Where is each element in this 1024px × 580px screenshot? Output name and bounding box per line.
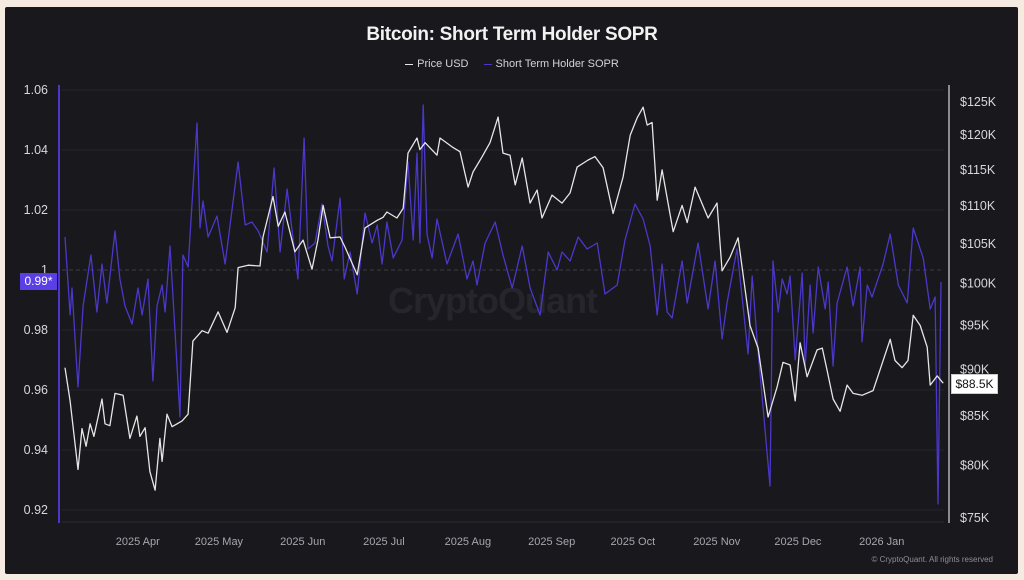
x-tick-label: 2025 Dec (774, 536, 822, 548)
y-right-tick-label: $90K (960, 363, 990, 377)
x-tick-label: 2025 Apr (116, 536, 160, 548)
x-tick-label: 2025 Sep (528, 536, 575, 548)
legend-item-price[interactable]: Price USD (405, 58, 468, 70)
x-tick-label: 2025 Jul (363, 536, 405, 548)
y-left-tick-label: 1.02 (24, 203, 48, 217)
y-right-tick-label: $105K (960, 237, 997, 251)
y-right-tick-label: $120K (960, 128, 997, 142)
x-tick-label: 2025 Jun (280, 536, 325, 548)
x-tick-label: 2025 Oct (611, 536, 656, 548)
x-tick-label: 2025 May (195, 536, 244, 548)
watermark: CryptoQuant (388, 280, 598, 321)
y-right-tick-label: $85K (960, 409, 990, 423)
y-left-tick-label: 0.92 (24, 503, 48, 517)
chart-panel (5, 7, 1018, 574)
sopr-current-value-badge: 0.99* (20, 273, 57, 290)
y-left-tick-label: 1.04 (24, 143, 48, 157)
legend-swatch-sopr (483, 63, 492, 65)
copyright-text: © CryptoQuant. All rights reserved (871, 555, 994, 564)
chart-legend: Price USD Short Term Holder SOPR (0, 56, 1024, 70)
y-right-tick-label: $80K (960, 458, 990, 472)
sopr-series-line[interactable] (64, 104, 942, 505)
y-right-tick-label: $110K (960, 199, 996, 213)
x-tick-label: 2026 Jan (859, 536, 904, 548)
y-left-tick-label: 1 (41, 263, 48, 277)
legend-swatch-price (405, 63, 414, 65)
y-left-tick-label: 0.94 (24, 443, 48, 457)
x-tick-label: 2025 Nov (693, 536, 741, 548)
y-right-tick-label: $125K (960, 95, 997, 109)
price-current-value-badge: $88.5K (951, 374, 998, 394)
legend-label-price: Price USD (417, 58, 469, 71)
y-right-tick-label: $100K (960, 277, 997, 291)
y-left-tick-label: 0.96 (24, 383, 48, 397)
y-right-tick-label: $95K (960, 318, 990, 332)
y-left-tick-label: 1.06 (24, 83, 48, 97)
y-left-tick-label: 0.98 (24, 323, 48, 337)
legend-label-sopr: Short Term Holder SOPR (495, 58, 619, 71)
y-right-tick-label: $115K (960, 163, 996, 177)
x-tick-label: 2025 Aug (445, 536, 492, 548)
chart-title: Bitcoin: Short Term Holder SOPR (366, 24, 658, 45)
y-right-tick-label: $75K (960, 511, 990, 525)
legend-item-sopr[interactable]: Short Term Holder SOPR (483, 58, 619, 71)
